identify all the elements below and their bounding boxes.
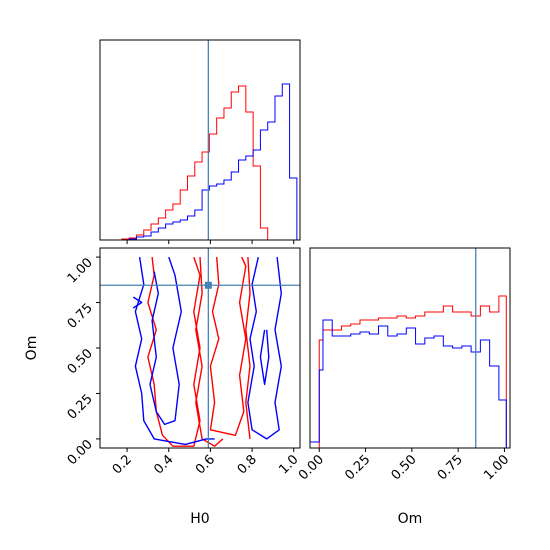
contour-blue-level-3 [259,329,270,386]
h0-axis-title: H0 [190,511,209,527]
contour-red-level-1 [209,256,247,436]
contour-blue-level-2 [247,256,282,440]
om-histogram-frame [309,247,511,449]
contour-red-level-3 [245,257,251,439]
contour-blue-level-4 [132,296,143,309]
contour-truth-marker [204,281,212,289]
contour-red-level-2 [195,257,224,447]
contour-blue-level-1 [149,256,183,426]
h0-om-contour-truth [100,248,300,448]
om-histogram-red-series [310,295,507,449]
h0-histogram-red-series [100,85,297,241]
om-x-axis-title: Om [398,511,423,527]
om-y-axis-title: Om [24,336,40,361]
h0-histogram-ticks [126,240,295,244]
contour-blue-level-0 [134,256,215,446]
h0-histogram-series [100,83,298,241]
h0-histogram-frame [99,39,301,241]
h0-histogram-blue-series [100,83,298,241]
om-histogram-series [309,295,507,449]
h0-om-contour-series [132,256,282,447]
om-histogram-blue-series [309,319,507,448]
h0-histogram-panel [99,39,301,244]
